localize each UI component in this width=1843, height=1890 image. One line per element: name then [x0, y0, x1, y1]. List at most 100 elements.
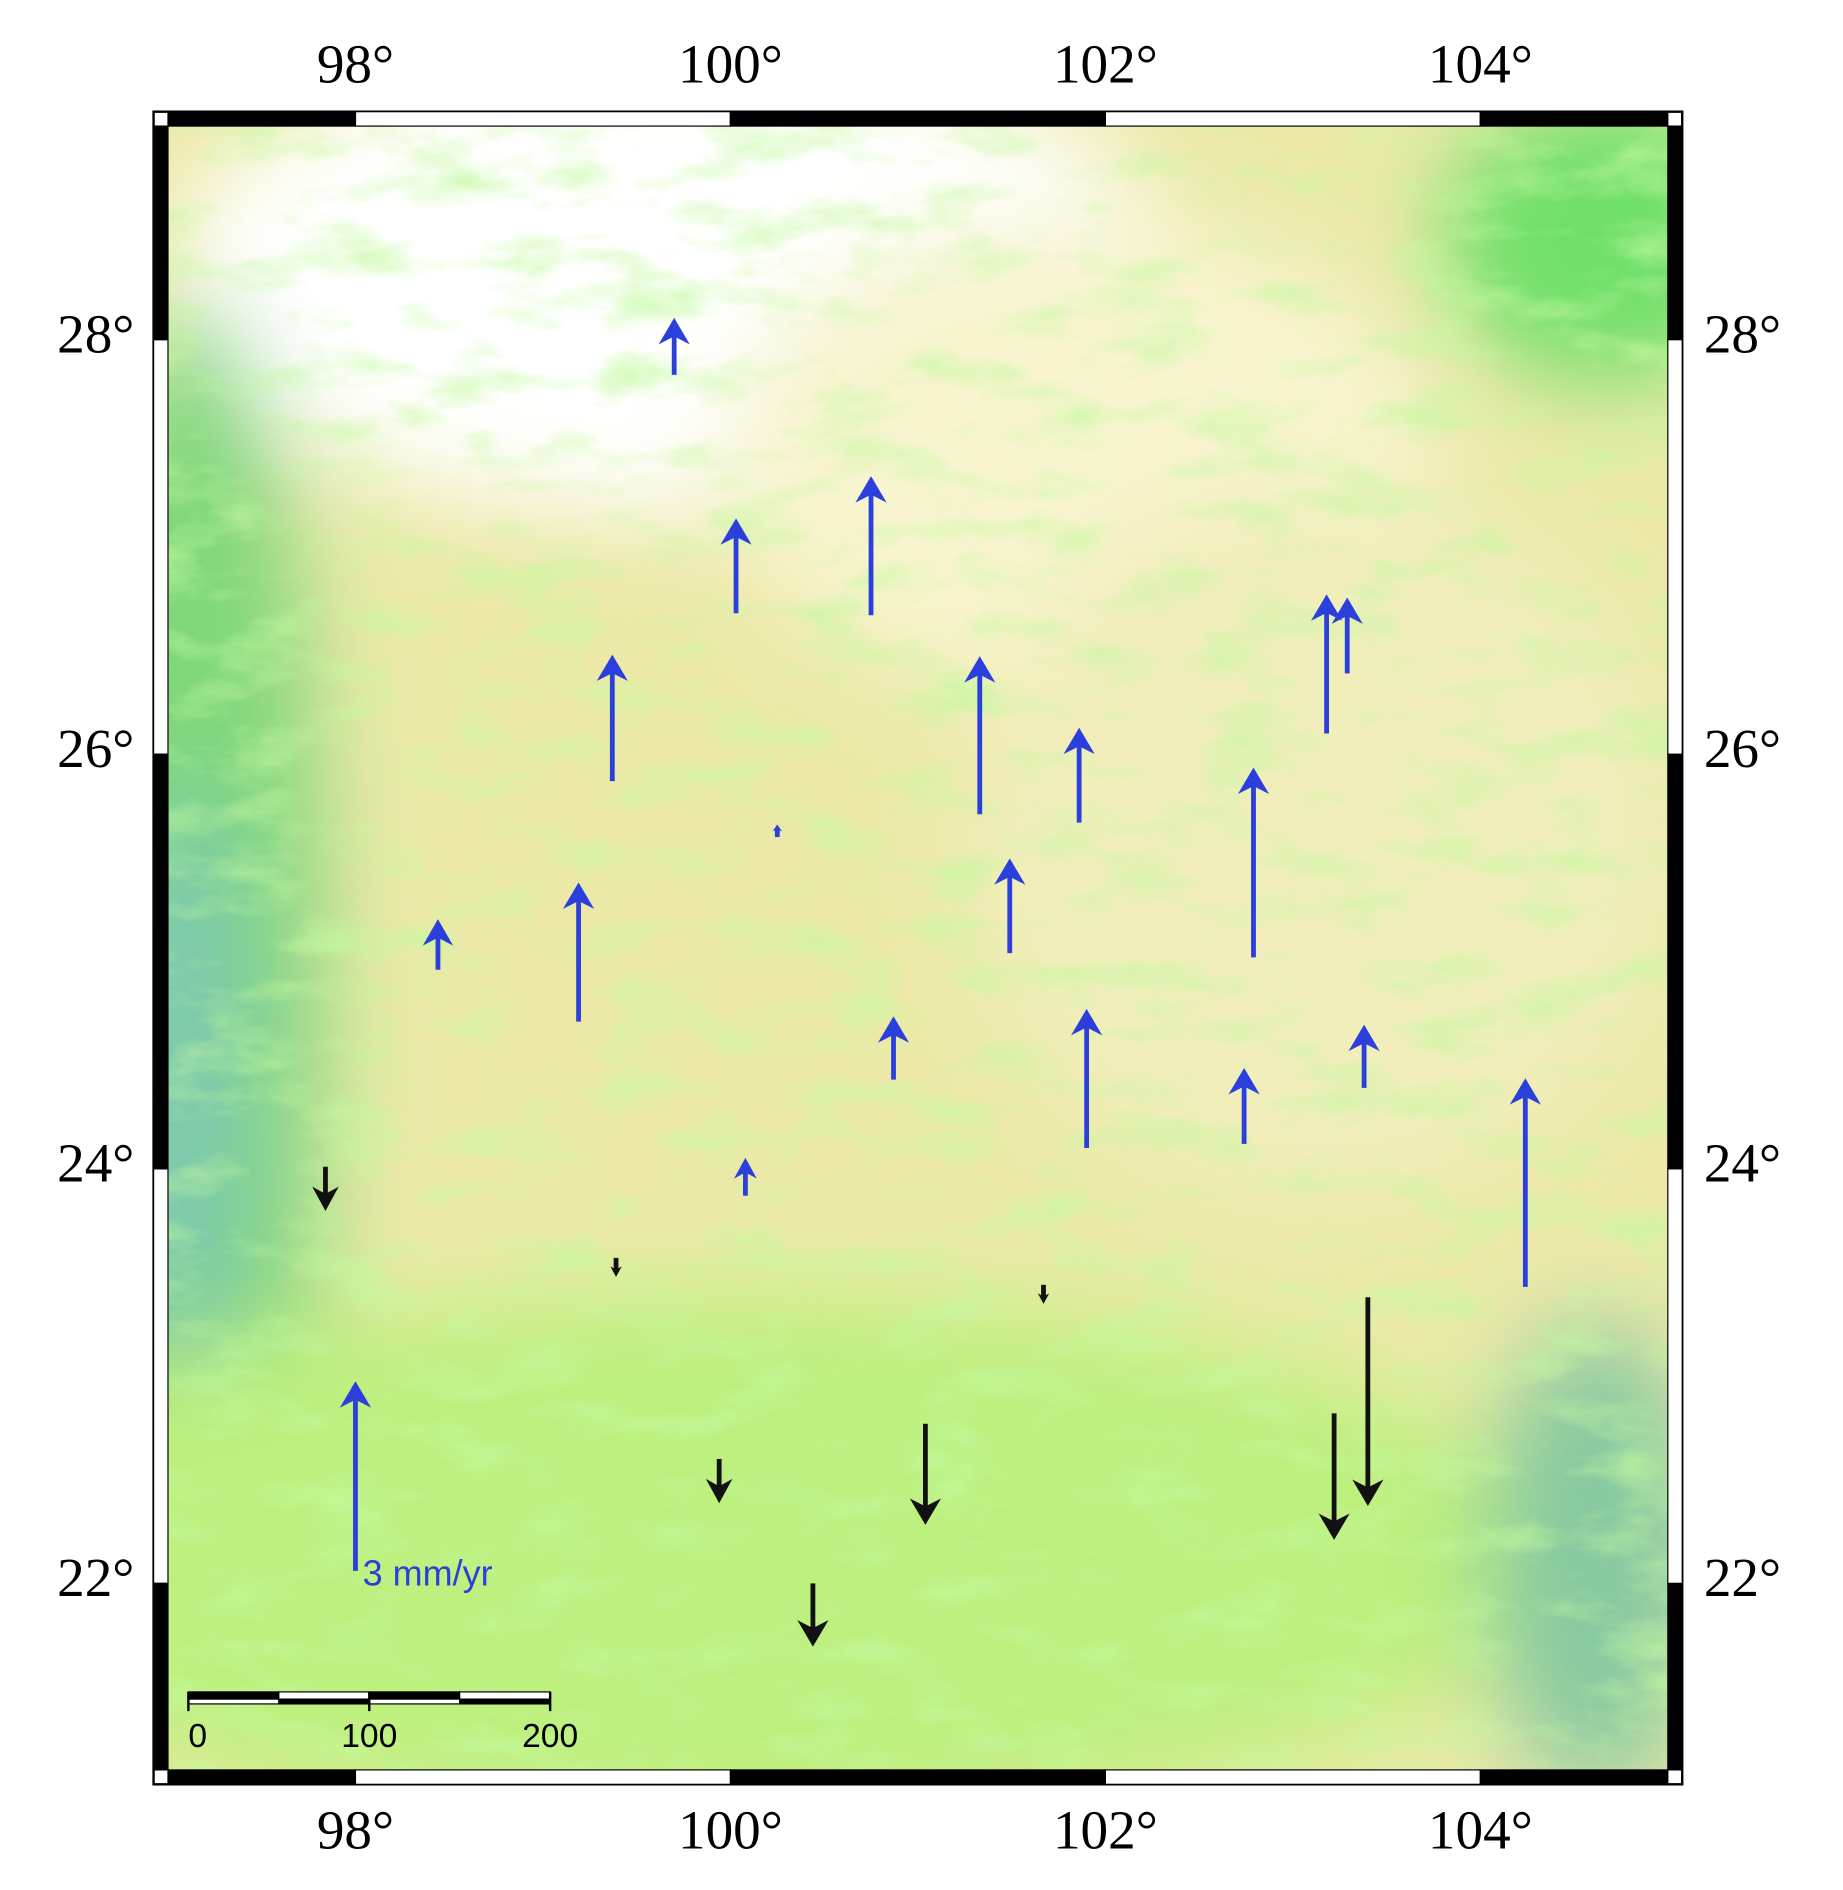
vector-head [720, 518, 752, 545]
frame-bar [167, 1769, 357, 1785]
frame-bar [1104, 1769, 1481, 1785]
velocity-vector [1318, 1413, 1350, 1540]
vector-head [1237, 767, 1270, 795]
frame-bar [729, 111, 1106, 127]
scale-bar-segment [278, 1698, 370, 1705]
scale-bar-label: 200 [522, 1718, 578, 1755]
vector-head [1509, 1078, 1541, 1105]
frame-bar [354, 111, 732, 127]
x-tick-label: 102° [1053, 1800, 1158, 1861]
vector-head [994, 858, 1026, 885]
velocity-vector [312, 1166, 339, 1211]
x-tick-label: 100° [678, 33, 783, 94]
y-tick-label: 28° [57, 303, 134, 364]
vector-head [1331, 597, 1363, 624]
vector-head [1037, 1293, 1050, 1304]
velocity-vector [1509, 1078, 1541, 1287]
scale-bar-segment [187, 1691, 280, 1700]
vector-head [964, 656, 996, 683]
velocity-vector [855, 476, 887, 616]
frame-bar [152, 125, 169, 341]
vector-head [1063, 727, 1095, 755]
frame-bar [729, 1769, 1106, 1785]
y-tick-label: 28° [1704, 303, 1781, 364]
velocity-vector [1071, 1008, 1103, 1149]
y-tick-label: 24° [57, 1132, 134, 1193]
scale-bar-segment [187, 1698, 280, 1705]
frame-bar [1667, 338, 1683, 755]
velocity-vector [596, 654, 628, 782]
vector-head [855, 476, 887, 503]
velocity-vector [610, 1257, 622, 1277]
vectors: 3 mm/yr [312, 317, 1541, 1647]
velocity-vector [1348, 1024, 1380, 1088]
vector-head [562, 882, 595, 909]
x-tick-label: 98° [317, 1800, 394, 1861]
velocity-vector [422, 919, 454, 970]
scale-bar-segment [368, 1698, 461, 1705]
y-tick-label: 22° [57, 1547, 134, 1608]
scale-bar-segment [368, 1691, 461, 1700]
velocity-vector [1352, 1297, 1384, 1506]
vector-head [1318, 1513, 1350, 1540]
frame-bar [1667, 1582, 1683, 1771]
x-tick-label: 102° [1053, 33, 1158, 94]
vector-head [705, 1478, 733, 1504]
vector-head [797, 1620, 829, 1647]
frame-bar [1667, 125, 1683, 341]
y-tick-label: 26° [57, 718, 134, 779]
velocity-vector [339, 1381, 372, 1571]
scale-bar: 0 100 200 [187, 1691, 578, 1755]
frame-bar [1667, 1168, 1683, 1584]
vector-head [339, 1381, 372, 1408]
scale-bar-label: 0 [188, 1718, 207, 1755]
y-tick-label: 26° [1704, 718, 1781, 779]
scale-bar-label: 100 [341, 1718, 397, 1755]
velocity-vector [1237, 767, 1270, 958]
x-tick-label: 100° [678, 1800, 783, 1861]
frame-bar [1479, 111, 1669, 127]
velocity-vector [1063, 727, 1095, 823]
vector-head [1311, 594, 1343, 621]
vector-head [909, 1498, 941, 1525]
velocity-vector [1228, 1068, 1260, 1144]
velocity-vector [994, 858, 1026, 954]
x-tick-label: 98° [317, 33, 394, 94]
velocity-vector [720, 518, 752, 614]
scale-bar-segment [459, 1691, 551, 1700]
frame-bar [152, 1168, 169, 1584]
velocity-vector [562, 882, 595, 1022]
velocity-vector [772, 824, 783, 838]
ticks: 98° 98° 100° 100° 102° 102° 104° 104° 22° 22° 24° 2… [57, 33, 1781, 1860]
frame-bar [152, 753, 169, 1170]
y-tick-label: 22° [1704, 1547, 1781, 1608]
x-tick-label: 104° [1428, 33, 1533, 94]
vector-head [422, 919, 454, 946]
velocity-vector [658, 317, 690, 375]
vector-head [877, 1016, 910, 1043]
vector-head [596, 654, 628, 682]
velocity-vector [797, 1583, 829, 1647]
vector-head [1352, 1479, 1384, 1506]
velocity-vector [1037, 1284, 1050, 1304]
vector-head [312, 1186, 339, 1211]
velocity-vector [1331, 597, 1363, 674]
velocity-vector [734, 1157, 757, 1196]
frame-bar [1667, 753, 1683, 1170]
velocity-vector [1311, 594, 1343, 734]
legend-label: 3 mm/yr [363, 1552, 493, 1593]
vector-head [1228, 1068, 1260, 1095]
vector-head [658, 317, 690, 345]
frame-bar [1479, 1769, 1669, 1785]
velocity-vector [877, 1016, 910, 1080]
vector-head [734, 1157, 757, 1179]
velocity-vector [909, 1423, 941, 1525]
y-tick-label: 24° [1704, 1132, 1781, 1193]
scale-bar-segment [278, 1691, 370, 1700]
velocity-vector [964, 656, 996, 815]
vector-head [1071, 1008, 1103, 1036]
frame-bar [152, 1582, 169, 1771]
terrain [167, 126, 1668, 1770]
